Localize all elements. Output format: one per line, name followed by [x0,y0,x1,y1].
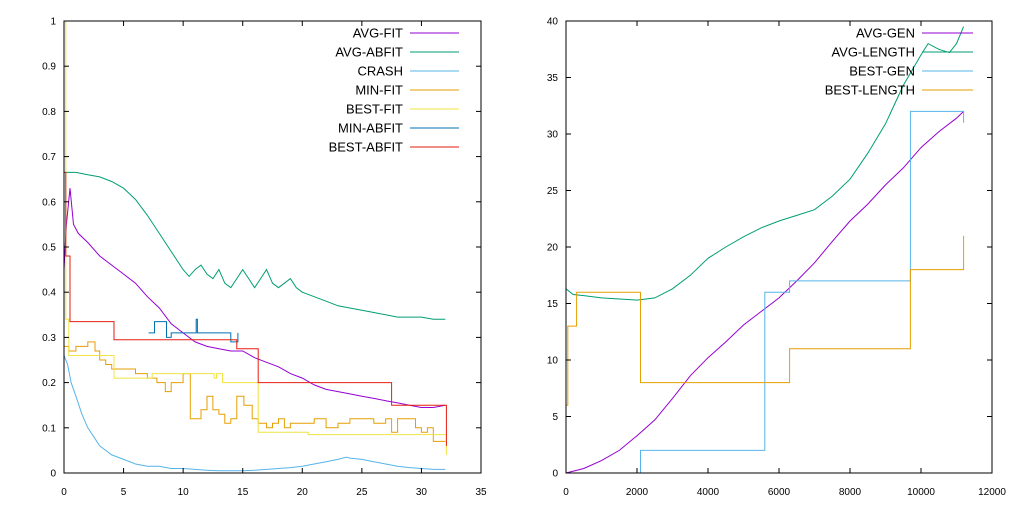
series-line-best-abfit [64,171,447,446]
x-tick-label: 30 [416,487,428,498]
y-tick-label: 0.7 [42,152,56,163]
x-tick-label: 4000 [697,487,720,498]
legend-label: BEST-FIT [346,102,403,117]
x-tick-label: 25 [356,487,368,498]
legend-label: AVG-LENGTH [831,45,915,60]
y-tick-label: 30 [547,130,559,141]
x-tick-label: 0 [563,487,569,498]
legend-label: BEST-LENGTH [825,83,915,98]
y-tick-label: 15 [547,299,559,310]
y-tick-label: 25 [547,186,559,197]
y-tick-label: 0.3 [42,333,56,344]
y-tick-label: 0 [552,469,558,480]
x-tick-label: 35 [475,487,487,498]
y-tick-label: 20 [547,243,559,254]
y-tick-label: 0.5 [42,243,56,254]
y-tick-label: 0.9 [42,62,56,73]
legend-label: CRASH [357,64,403,79]
y-tick-label: 0.6 [42,197,56,208]
y-tick-label: 0.4 [42,288,56,299]
x-tick-label: 2000 [626,487,649,498]
series-line-min-abfit [148,318,239,343]
series-line-avg-abfit [64,171,446,320]
y-tick-label: 0 [50,469,56,480]
series-line-avg-length [565,26,965,301]
y-tick-label: 0.8 [42,107,56,118]
y-tick-label: 0.1 [42,423,56,434]
y-tick-label: 35 [547,73,559,84]
legend: AVG-GEN AVG-LENGTH BEST-GEN BEST-LENGTH [825,26,973,98]
legend-label: AVG-ABFIT [335,45,403,60]
legend-label: BEST-ABFIT [329,140,403,155]
x-tick-label: 10000 [907,487,935,498]
series-line-best-gen [640,110,965,473]
legend-label: MIN-FIT [355,83,403,98]
x-tick-label: 20 [297,487,309,498]
y-tick-label: 5 [552,412,558,423]
series-line-best-fit [64,20,447,455]
x-tick-label: 5 [121,487,127,498]
chart-panel-1: 00.10.20.30.40.50.60.70.80.910 5 10 15 20 25 3… [42,17,487,499]
x-tick-label: 10 [178,487,190,498]
x-tick-label: 6000 [768,487,791,498]
series-line-avg-fit [63,188,446,408]
chart-panel-2: 0 5 10 15 20 25 30 35 40 0 2000 4000 6000 8000 10000 12… [547,17,1006,499]
legend-label: BEST-GEN [849,64,915,79]
series-line-avg-gen [565,111,964,474]
y-tick-label: 1 [50,17,56,28]
y-tick-label: 10 [547,356,559,367]
legend-label: AVG-FIT [353,26,403,41]
x-tick-label: 15 [237,487,249,498]
x-tick-label: 0 [61,487,67,498]
legend-label: MIN-ABFIT [338,121,403,136]
series-line-crash [63,355,446,472]
x-tick-label: 12000 [978,487,1006,498]
plot-frame [565,20,993,474]
legend: AVG-FIT AVG-ABFIT CRASH MIN-FIT BEST-FIT MIN-… [329,26,459,155]
series-line-best-length [566,235,965,406]
y-tick-label: 40 [547,17,559,28]
series-line-min-fit [64,341,446,442]
legend-label: AVG-GEN [856,26,915,41]
x-tick-label: 8000 [839,487,862,498]
y-tick-label: 0.2 [42,378,56,389]
